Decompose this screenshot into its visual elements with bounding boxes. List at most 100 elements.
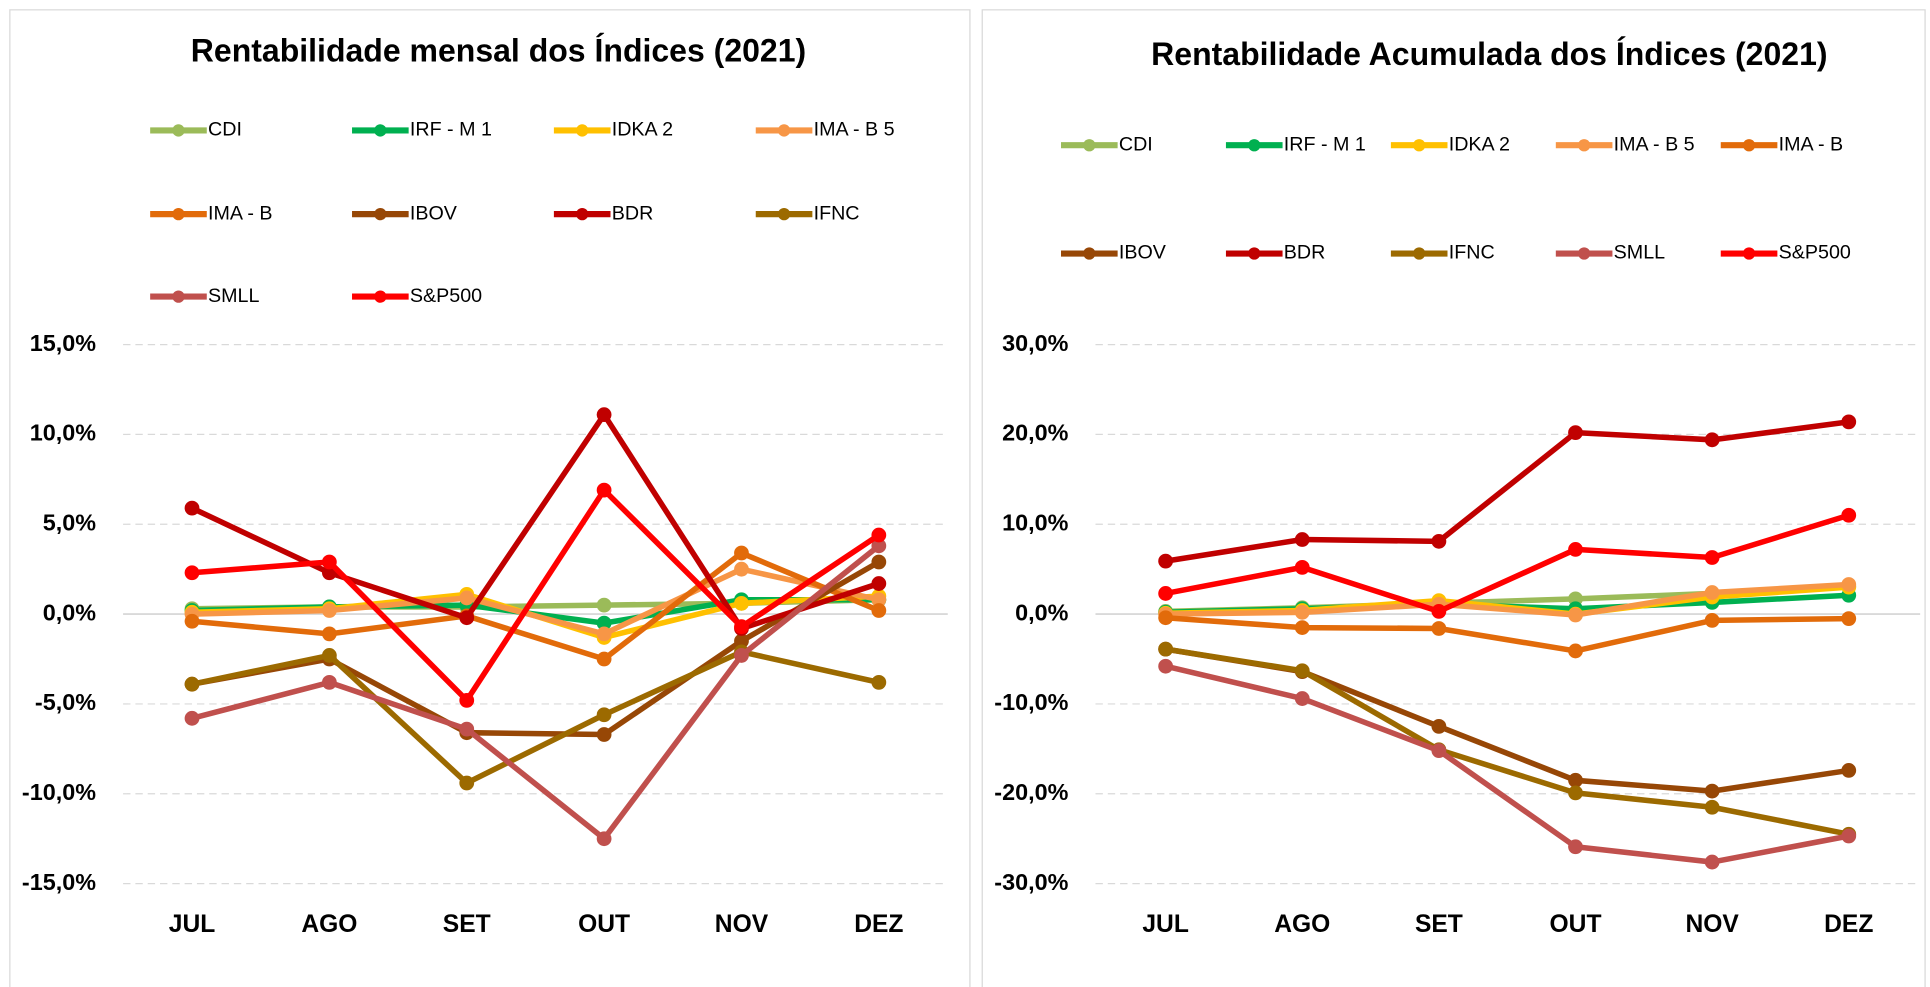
- y-tick-label: 30,0%: [1002, 330, 1068, 356]
- legend-marker: [576, 124, 589, 137]
- data-point: [1158, 553, 1174, 569]
- data-point: [321, 554, 337, 570]
- y-tick-label: 5,0%: [43, 509, 96, 535]
- data-point: [1431, 743, 1447, 759]
- x-tick-label: OUT: [1550, 911, 1602, 938]
- legend-marker: [374, 124, 387, 137]
- legend-label: IBOV: [1119, 242, 1167, 264]
- x-tick-label: SET: [443, 911, 491, 938]
- legend-label: S&P500: [410, 285, 482, 307]
- data-point: [1431, 719, 1447, 734]
- legend-label: IFNC: [1449, 242, 1495, 264]
- x-tick-label: SET: [1415, 911, 1463, 938]
- data-point: [1158, 658, 1174, 674]
- data-point: [871, 603, 887, 618]
- data-point: [1704, 550, 1720, 565]
- x-tick-label: NOV: [715, 911, 769, 938]
- x-tick-label: OUT: [578, 911, 630, 938]
- data-point: [1841, 507, 1857, 523]
- legend-label: IMA - B: [1779, 133, 1844, 155]
- data-point: [459, 590, 475, 606]
- data-point: [1704, 432, 1720, 448]
- data-point: [1158, 586, 1174, 601]
- legend-marker: [172, 207, 185, 221]
- data-point: [1568, 542, 1583, 557]
- y-tick-label: -5,0%: [35, 689, 96, 715]
- legend-label: IRF - M 1: [410, 119, 492, 141]
- legend-marker: [1577, 139, 1591, 152]
- legend-label: IMA - B 5: [814, 119, 895, 141]
- data-point: [596, 707, 612, 723]
- series-line: [1165, 581, 1849, 618]
- data-point: [1704, 613, 1720, 628]
- data-point: [1841, 763, 1857, 778]
- data-point: [1568, 839, 1583, 855]
- x-tick-label: JUL: [169, 911, 216, 938]
- legend-label: IRF - M 1: [1284, 133, 1366, 155]
- data-point: [871, 576, 887, 591]
- data-point: [1294, 691, 1310, 706]
- x-tick-label: AGO: [1274, 911, 1330, 938]
- data-point: [734, 619, 749, 635]
- legend-label: IMA - B 5: [1614, 133, 1695, 155]
- y-tick-label: 0,0%: [43, 599, 96, 625]
- legend-marker: [172, 290, 185, 303]
- data-point: [871, 554, 887, 570]
- data-point: [1841, 414, 1857, 430]
- data-point: [1294, 663, 1310, 679]
- series-line: [191, 550, 880, 662]
- x-tick-label: NOV: [1685, 911, 1739, 938]
- series-line: [191, 543, 881, 842]
- legend-marker: [1742, 139, 1756, 152]
- data-point: [871, 592, 887, 608]
- data-point: [184, 565, 200, 581]
- data-point: [1704, 783, 1720, 799]
- data-point: [596, 651, 612, 667]
- x-tick-label: AGO: [301, 911, 357, 938]
- data-point: [871, 527, 887, 543]
- data-point: [1568, 643, 1583, 659]
- legend-marker: [374, 207, 387, 221]
- y-tick-label: -15,0%: [22, 869, 96, 895]
- data-point: [184, 710, 200, 726]
- y-tick-label: 10,0%: [1002, 509, 1068, 535]
- data-point: [596, 727, 612, 742]
- y-tick-label: -20,0%: [994, 779, 1068, 805]
- legend-marker: [374, 290, 387, 303]
- data-point: [1294, 560, 1310, 575]
- data-point: [184, 613, 200, 629]
- legend-label: IDKA 2: [1449, 133, 1510, 155]
- data-point: [321, 603, 337, 618]
- data-point: [1294, 620, 1310, 635]
- x-tick-label: DEZ: [1824, 911, 1873, 938]
- data-point: [1294, 532, 1310, 547]
- data-point: [1568, 772, 1583, 788]
- data-point: [1704, 799, 1720, 815]
- y-tick-label: -30,0%: [994, 869, 1068, 895]
- series-line: [1165, 419, 1850, 564]
- legend-marker: [1742, 247, 1756, 260]
- legend-marker: [1248, 247, 1261, 260]
- legend-label: SMLL: [208, 285, 259, 307]
- legend-marker: [1413, 247, 1426, 260]
- y-tick-label: 15,0%: [30, 330, 96, 356]
- data-point: [459, 610, 475, 626]
- y-tick-label: 10,0%: [30, 420, 96, 446]
- data-point: [871, 674, 887, 690]
- panel-border: [9, 9, 971, 987]
- data-point: [596, 482, 612, 498]
- data-point: [321, 626, 337, 642]
- legend-label: SMLL: [1614, 242, 1665, 264]
- data-point: [596, 407, 612, 423]
- data-point: [734, 633, 749, 649]
- legend-label: IBOV: [410, 202, 458, 224]
- data-point: [1568, 607, 1583, 623]
- data-point: [459, 692, 475, 708]
- data-point: [1704, 854, 1720, 870]
- data-point: [184, 500, 200, 516]
- series-line: [191, 649, 880, 786]
- legend-marker: [172, 124, 185, 137]
- series-line: [191, 559, 881, 738]
- data-point: [596, 626, 612, 642]
- x-tick-label: DEZ: [854, 911, 903, 938]
